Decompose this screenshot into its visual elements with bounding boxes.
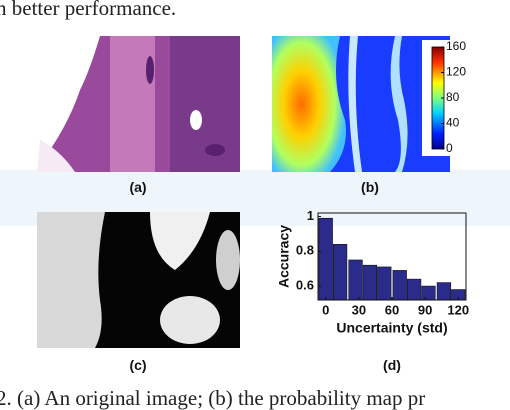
x-axis-label: Uncertainty (std)	[336, 320, 447, 336]
heatmap-image	[272, 36, 452, 172]
bar	[421, 285, 436, 301]
colorbar-label: 160	[446, 39, 466, 53]
probability-image	[37, 212, 240, 348]
bar	[392, 270, 407, 301]
y-tick-label: 0.8	[296, 243, 314, 258]
bar	[348, 259, 363, 301]
panel-label: (b)	[361, 179, 379, 195]
bar	[362, 264, 378, 301]
y-tick-label: 0.6	[296, 278, 314, 293]
caption-text: 2. (a) An original image; (b) the probab…	[0, 386, 425, 410]
histology-image	[37, 36, 240, 172]
panel-label: (d)	[383, 357, 401, 373]
colorbar-label: 120	[446, 65, 466, 79]
x-tick-label: 120	[447, 302, 469, 317]
colorbar-label: 0	[446, 141, 453, 155]
panel-label: (c)	[129, 357, 146, 373]
x-tick-label: 30	[352, 302, 366, 317]
top-text: n better performance.	[0, 0, 176, 20]
y-tick-label: 1	[307, 208, 314, 223]
colorbar-label: 40	[446, 116, 460, 130]
bar	[332, 244, 348, 301]
bar	[436, 282, 452, 301]
x-tick-label: 90	[418, 302, 432, 317]
colorbar-label: 80	[446, 90, 460, 104]
bar	[406, 278, 422, 301]
x-tick-label: 0	[322, 302, 329, 317]
y-axis-label: Accuracy	[276, 225, 292, 288]
x-tick-label: 60	[385, 302, 399, 317]
bar	[377, 266, 392, 301]
panel-label: (a)	[129, 179, 146, 195]
bar	[318, 217, 333, 301]
